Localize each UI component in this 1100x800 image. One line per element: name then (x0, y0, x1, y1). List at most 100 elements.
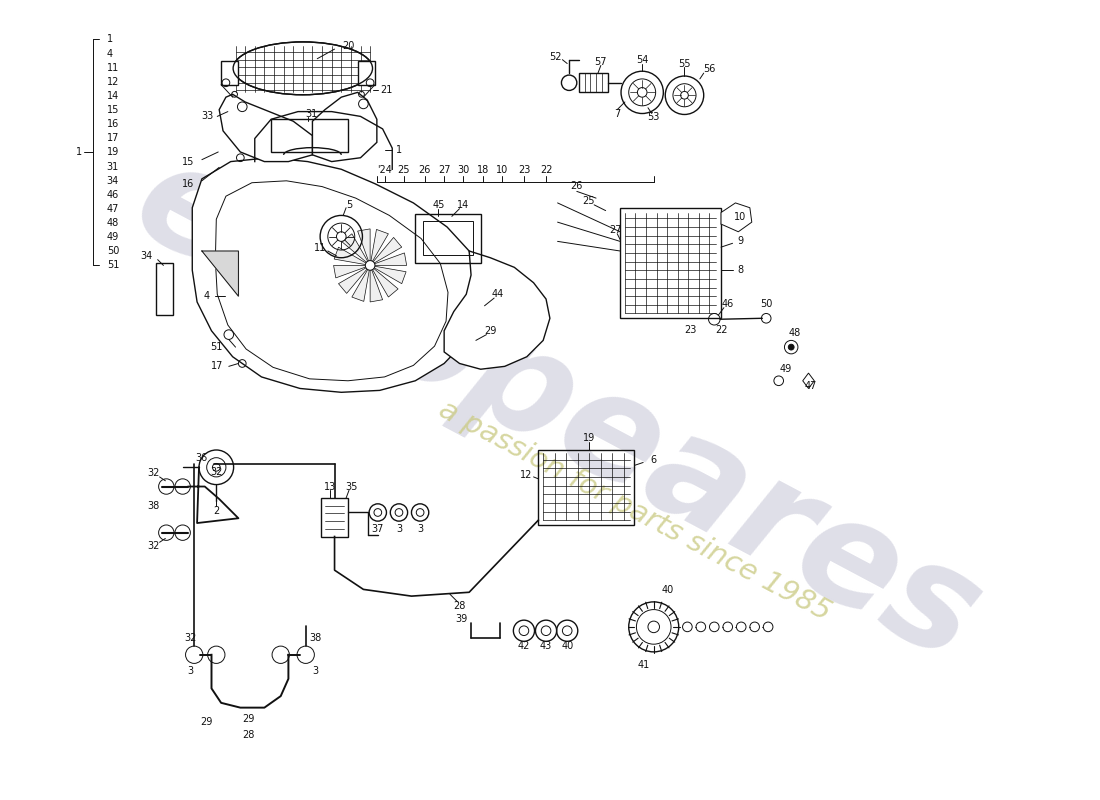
Text: 26: 26 (419, 166, 431, 175)
Text: 6: 6 (651, 454, 657, 465)
Text: 28: 28 (453, 601, 465, 610)
Text: 51: 51 (107, 261, 119, 270)
Polygon shape (720, 203, 751, 232)
Text: 14: 14 (107, 91, 119, 101)
Polygon shape (371, 230, 388, 262)
Text: 48: 48 (789, 328, 801, 338)
Text: 22: 22 (715, 325, 727, 335)
Polygon shape (352, 270, 370, 302)
Polygon shape (373, 269, 398, 297)
Text: 36: 36 (196, 453, 208, 462)
Text: 14: 14 (458, 200, 470, 210)
Text: 50: 50 (107, 246, 119, 256)
Polygon shape (374, 266, 406, 284)
Text: 49: 49 (107, 232, 119, 242)
Bar (538, 450, 635, 525)
Text: 31: 31 (107, 162, 119, 171)
Text: 22: 22 (540, 166, 552, 175)
Text: 32: 32 (147, 541, 160, 551)
Polygon shape (339, 268, 367, 294)
Text: 44: 44 (492, 290, 504, 299)
Text: 38: 38 (147, 501, 160, 510)
Text: 33: 33 (201, 111, 213, 122)
Text: 40: 40 (561, 641, 573, 651)
Bar (156, 262, 173, 315)
Polygon shape (202, 251, 239, 296)
Text: 13: 13 (323, 482, 336, 491)
Polygon shape (373, 238, 402, 263)
Text: 46: 46 (722, 299, 734, 309)
Text: 54: 54 (636, 54, 648, 65)
Text: 38: 38 (309, 634, 321, 643)
Text: 23: 23 (684, 325, 696, 335)
Text: 55: 55 (679, 58, 691, 69)
Text: 10: 10 (734, 212, 747, 222)
Text: 15: 15 (107, 105, 119, 115)
Text: 47: 47 (107, 204, 119, 214)
Text: 40: 40 (662, 586, 674, 595)
Text: 3: 3 (396, 524, 402, 534)
Text: 4: 4 (107, 49, 113, 58)
Text: 16: 16 (107, 119, 119, 130)
Text: 57: 57 (595, 57, 607, 66)
Circle shape (365, 261, 375, 270)
Bar (416, 214, 481, 262)
Text: 34: 34 (140, 250, 152, 261)
Text: 15: 15 (182, 157, 195, 166)
Text: 29: 29 (484, 326, 496, 336)
Text: 43: 43 (540, 641, 552, 651)
Text: 31: 31 (306, 109, 318, 118)
Text: 35: 35 (345, 482, 358, 491)
Bar (271, 119, 348, 152)
Text: 11: 11 (314, 243, 327, 253)
Text: 32: 32 (147, 468, 160, 478)
Text: 29: 29 (242, 714, 254, 724)
Polygon shape (803, 373, 814, 389)
Text: 56: 56 (703, 64, 716, 74)
Text: 1: 1 (396, 145, 402, 155)
Text: 10: 10 (496, 166, 508, 175)
Text: 9: 9 (737, 236, 744, 246)
Polygon shape (375, 253, 407, 266)
Text: 28: 28 (242, 730, 254, 739)
Text: 8: 8 (737, 266, 744, 275)
Polygon shape (358, 229, 370, 261)
Text: 1: 1 (107, 34, 113, 45)
Bar (358, 61, 375, 85)
Polygon shape (192, 158, 478, 392)
Polygon shape (333, 266, 365, 278)
Text: 11: 11 (107, 62, 119, 73)
Text: 26: 26 (571, 181, 583, 190)
Text: europeares: europeares (112, 128, 1003, 691)
Text: 5: 5 (345, 200, 352, 210)
Bar (221, 61, 239, 85)
Text: 47: 47 (804, 381, 816, 390)
Text: 12: 12 (107, 77, 119, 87)
Text: 32: 32 (210, 467, 222, 477)
Polygon shape (334, 247, 366, 265)
Text: 34: 34 (107, 176, 119, 186)
Text: 19: 19 (107, 147, 119, 158)
Text: 29: 29 (200, 717, 213, 727)
Text: 37: 37 (372, 524, 384, 534)
Text: 27: 27 (609, 225, 622, 235)
Text: 48: 48 (107, 218, 119, 228)
Text: 3: 3 (187, 666, 194, 676)
Text: 23: 23 (518, 166, 530, 175)
Text: 45: 45 (432, 200, 444, 210)
Text: 39: 39 (455, 614, 468, 624)
Text: 50: 50 (760, 299, 772, 309)
Text: 4: 4 (204, 291, 210, 301)
Polygon shape (312, 92, 377, 162)
Bar (579, 73, 607, 92)
Text: 49: 49 (779, 364, 792, 374)
Text: 30: 30 (458, 166, 470, 175)
Text: 1: 1 (76, 147, 81, 158)
Text: 42: 42 (518, 641, 530, 651)
Bar (620, 208, 721, 318)
Text: 17: 17 (211, 362, 223, 371)
Polygon shape (219, 94, 312, 162)
Circle shape (789, 344, 794, 350)
Text: 32: 32 (184, 634, 197, 643)
Text: 20: 20 (342, 42, 354, 51)
